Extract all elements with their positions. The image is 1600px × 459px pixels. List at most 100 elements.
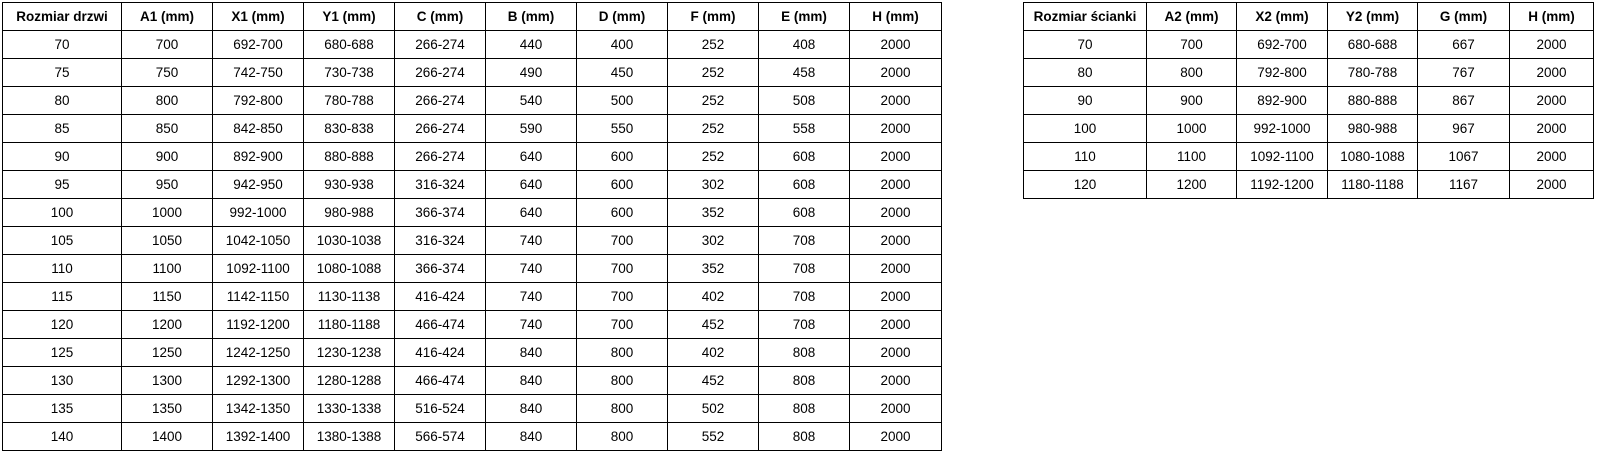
wall-size-table-cell-r80-c4: 767 [1417, 58, 1510, 87]
door-size-table-cell-r70-c8: 408 [758, 30, 850, 59]
door-size-table-cell-r80-c6: 500 [576, 86, 668, 115]
door-size-table-cell-r95-c1: 950 [121, 170, 213, 199]
door-size-table-cell-r110-c6: 700 [576, 254, 668, 283]
door-size-table-cell-r140-c7: 552 [667, 422, 759, 451]
door-size-table-cell-r95-c8: 608 [758, 170, 850, 199]
door-size-table-cell-r90-c7: 252 [667, 142, 759, 171]
door-size-table-cell-r75-c3: 730-738 [303, 58, 395, 87]
door-size-table-cell-r125-c1: 1250 [121, 338, 213, 367]
wall-size-table-cell-r100-c3: 980-988 [1327, 114, 1418, 143]
door-size-table-cell-r85-c3: 830-838 [303, 114, 395, 143]
wall-size-table-header-col-5: H (mm) [1509, 2, 1594, 31]
door-size-table-cell-r105-c3: 1030-1038 [303, 226, 395, 255]
door-size-table-cell-r120-c6: 700 [576, 310, 668, 339]
door-size-table-cell-r110-c9: 2000 [849, 254, 942, 283]
door-size-table-cell-r130-c6: 800 [576, 366, 668, 395]
door-size-table-header-row: Rozmiar drzwi A1 (mm) X1 (mm) Y1 (mm) C (mm)… [2, 2, 942, 31]
door-size-table-header-col-7: F (mm) [667, 2, 759, 31]
door-size-table-cell-r105-c6: 700 [576, 226, 668, 255]
door-size-table-header-col-5: B (mm) [485, 2, 577, 31]
door-size-table-cell-r125-c4: 416-424 [394, 338, 486, 367]
door-size-table-cell-r125-c9: 2000 [849, 338, 942, 367]
wall-size-table-header-col-0: Rozmiar ścianki [1023, 2, 1147, 31]
door-size-table-cell-r140-c4: 566-574 [394, 422, 486, 451]
wall-size-table-header-col-1: A2 (mm) [1146, 2, 1237, 31]
wall-size-table-cell-r110-c0: 110 [1023, 142, 1147, 171]
door-size-table-cell-r90-c4: 266-274 [394, 142, 486, 171]
door-size-table-cell-r140-c8: 808 [758, 422, 850, 451]
door-size-table-row-140: 140 1400 1392-1400 1380-1388 566-574 840 800 55… [2, 422, 942, 451]
door-size-table-cell-r125-c6: 800 [576, 338, 668, 367]
door-size-table-cell-r115-c9: 2000 [849, 282, 942, 311]
door-size-table-row-105: 105 1050 1042-1050 1030-1038 316-324 740 700 30… [2, 226, 942, 255]
door-size-table-cell-r80-c8: 508 [758, 86, 850, 115]
door-size-table-cell-r80-c4: 266-274 [394, 86, 486, 115]
wall-size-table-cell-r70-c4: 667 [1417, 30, 1510, 59]
door-size-table-cell-r120-c3: 1180-1188 [303, 310, 395, 339]
door-size-table-cell-r80-c9: 2000 [849, 86, 942, 115]
door-size-table-cell-r140-c1: 1400 [121, 422, 213, 451]
wall-size-table-cell-r70-c0: 70 [1023, 30, 1147, 59]
door-size-table-cell-r110-c4: 366-374 [394, 254, 486, 283]
door-size-table-row-100: 100 1000 992-1000 980-988 366-374 640 600 352 60… [2, 198, 942, 227]
door-size-table-cell-r120-c2: 1192-1200 [212, 310, 304, 339]
wall-size-table-row-90: 90 900 892-900 880-888 867 2000 [1023, 86, 1594, 115]
wall-size-table-cell-r120-c2: 1192-1200 [1236, 170, 1328, 199]
door-size-table-cell-r75-c7: 252 [667, 58, 759, 87]
wall-size-table-cell-r120-c4: 1167 [1417, 170, 1510, 199]
door-size-table-cell-r110-c3: 1080-1088 [303, 254, 395, 283]
wall-size-table-header-row: Rozmiar ścianki A2 (mm) X2 (mm) Y2 (mm) G (m… [1023, 2, 1594, 31]
door-size-table-cell-r100-c3: 980-988 [303, 198, 395, 227]
door-size-table-cell-r105-c5: 740 [485, 226, 577, 255]
wall-size-table-cell-r80-c0: 80 [1023, 58, 1147, 87]
door-size-table-row-95: 95 950 942-950 930-938 316-324 640 600 302 608 20… [2, 170, 942, 199]
door-size-table-header-col-9: H (mm) [849, 2, 942, 31]
door-size-table-cell-r120-c9: 2000 [849, 310, 942, 339]
door-size-table-cell-r130-c3: 1280-1288 [303, 366, 395, 395]
door-size-table-cell-r90-c6: 600 [576, 142, 668, 171]
door-size-table-cell-r75-c1: 750 [121, 58, 213, 87]
door-size-table-cell-r70-c7: 252 [667, 30, 759, 59]
door-size-table-cell-r120-c7: 452 [667, 310, 759, 339]
door-size-table-cell-r115-c1: 1150 [121, 282, 213, 311]
wall-size-table-cell-r100-c2: 992-1000 [1236, 114, 1328, 143]
door-size-table-cell-r80-c1: 800 [121, 86, 213, 115]
door-size-table-cell-r120-c5: 740 [485, 310, 577, 339]
door-size-table-cell-r115-c8: 708 [758, 282, 850, 311]
door-size-table-cell-r130-c1: 1300 [121, 366, 213, 395]
wall-size-table-header-col-4: G (mm) [1417, 2, 1510, 31]
door-size-table-cell-r75-c8: 458 [758, 58, 850, 87]
door-size-table-cell-r110-c1: 1100 [121, 254, 213, 283]
door-size-table-header-col-1: A1 (mm) [121, 2, 213, 31]
door-size-table-cell-r90-c3: 880-888 [303, 142, 395, 171]
door-size-table-cell-r80-c3: 780-788 [303, 86, 395, 115]
door-size-table-cell-r70-c4: 266-274 [394, 30, 486, 59]
door-size-table-cell-r125-c0: 125 [2, 338, 122, 367]
door-size-table-cell-r85-c7: 252 [667, 114, 759, 143]
door-size-table-cell-r80-c0: 80 [2, 86, 122, 115]
door-size-table-header-col-4: C (mm) [394, 2, 486, 31]
door-size-table-cell-r100-c1: 1000 [121, 198, 213, 227]
door-size-table-row-135: 135 1350 1342-1350 1330-1338 516-524 840 800 50… [2, 394, 942, 423]
door-size-table-cell-r70-c3: 680-688 [303, 30, 395, 59]
wall-size-table-cell-r90-c4: 867 [1417, 86, 1510, 115]
door-size-table-header-col-0: Rozmiar drzwi [2, 2, 122, 31]
door-size-table-cell-r140-c6: 800 [576, 422, 668, 451]
door-size-table-cell-r85-c6: 550 [576, 114, 668, 143]
door-size-table-cell-r85-c9: 2000 [849, 114, 942, 143]
door-size-table-cell-r95-c5: 640 [485, 170, 577, 199]
wall-size-table-cell-r70-c1: 700 [1146, 30, 1237, 59]
door-size-table-cell-r75-c2: 742-750 [212, 58, 304, 87]
wall-size-table-row-110: 110 1100 1092-1100 1080-1088 1067 2000 [1023, 142, 1594, 171]
wall-size-table-cell-r90-c1: 900 [1146, 86, 1237, 115]
wall-size-table-header-col-3: Y2 (mm) [1327, 2, 1418, 31]
door-size-table-cell-r100-c7: 352 [667, 198, 759, 227]
door-size-table-cell-r95-c7: 302 [667, 170, 759, 199]
door-size-table-cell-r115-c3: 1130-1138 [303, 282, 395, 311]
door-size-table-cell-r90-c1: 900 [121, 142, 213, 171]
door-size-table-cell-r100-c5: 640 [485, 198, 577, 227]
door-size-table-cell-r135-c8: 808 [758, 394, 850, 423]
door-size-table-cell-r100-c2: 992-1000 [212, 198, 304, 227]
door-size-table-cell-r120-c8: 708 [758, 310, 850, 339]
